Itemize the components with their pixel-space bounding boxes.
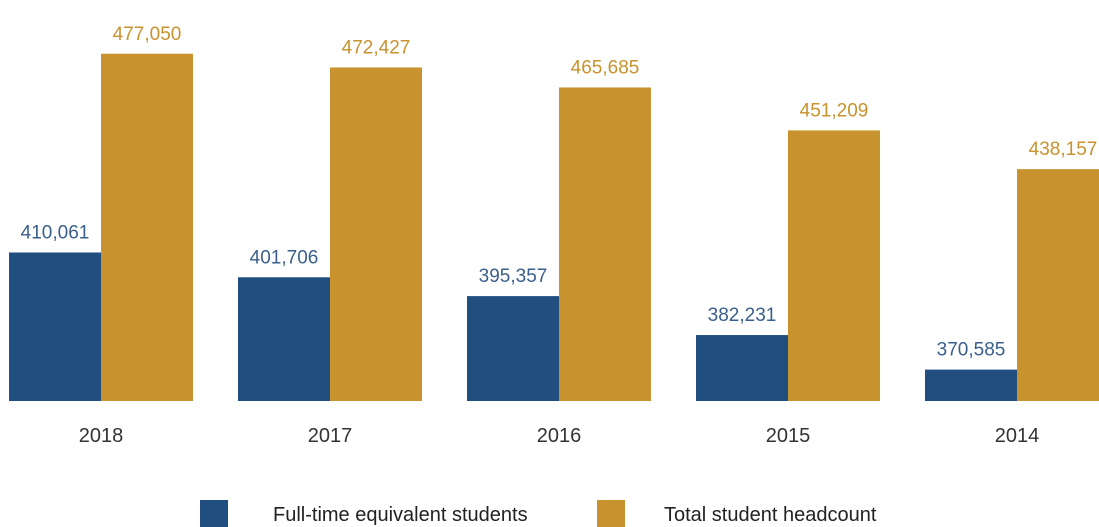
data-label-headcount-2014: 438,157 — [1029, 139, 1098, 160]
legend-swatch-headcount — [597, 500, 625, 527]
data-label-headcount-2016: 465,685 — [571, 57, 640, 78]
data-label-fte-2017: 401,706 — [250, 247, 319, 268]
bar-headcount-2015 — [788, 130, 880, 401]
x-tick-label-2014: 2014 — [995, 425, 1040, 447]
data-label-fte-2015: 382,231 — [708, 305, 777, 326]
data-label-headcount-2018: 477,050 — [113, 24, 182, 45]
legend-label-fte: Full-time equivalent students — [273, 504, 528, 526]
bar-fte-2018 — [9, 252, 101, 401]
data-labels-layer: 410,061 477,050 401,706 472,427 395,357 465,6… — [21, 24, 1098, 361]
bar-fte-2015 — [696, 335, 788, 401]
bar-fte-2014 — [925, 369, 1017, 401]
bar-fte-2017 — [238, 277, 330, 401]
data-label-headcount-2017: 472,427 — [342, 37, 411, 58]
x-axis-tick-labels: 2018 2017 2016 2015 2014 — [79, 425, 1040, 447]
bar-headcount-2016 — [559, 87, 651, 401]
data-label-fte-2016: 395,357 — [479, 266, 548, 287]
x-tick-label-2018: 2018 — [79, 425, 124, 447]
legend: Full-time equivalent students Total stude… — [200, 500, 877, 527]
x-tick-label-2016: 2016 — [537, 425, 582, 447]
bar-headcount-2017 — [330, 67, 422, 402]
bars-layer — [9, 53, 1099, 402]
data-label-fte-2014: 370,585 — [937, 340, 1006, 361]
legend-label-headcount: Total student headcount — [664, 504, 877, 526]
bar-headcount-2014 — [1017, 169, 1099, 401]
x-tick-label-2015: 2015 — [766, 425, 811, 447]
data-label-fte-2018: 410,061 — [21, 222, 90, 243]
bar-fte-2016 — [467, 296, 559, 401]
legend-swatch-fte — [200, 500, 228, 527]
bar-headcount-2018 — [101, 53, 193, 401]
data-label-headcount-2015: 451,209 — [800, 100, 869, 121]
x-tick-label-2017: 2017 — [308, 425, 353, 447]
